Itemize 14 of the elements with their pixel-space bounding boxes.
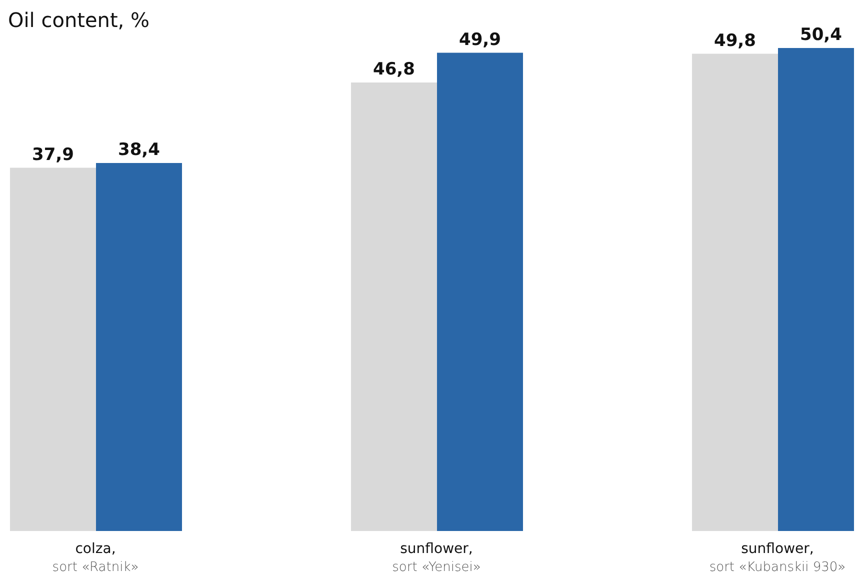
bar bbox=[437, 52, 523, 531]
chart-title: Oil content, % bbox=[8, 8, 150, 32]
x-tick-label: sunflower, sort «Kubanskii 930» bbox=[709, 541, 846, 575]
data-label: 49,8 bbox=[714, 30, 756, 51]
data-label: 37,9 bbox=[32, 144, 74, 165]
bar bbox=[351, 82, 437, 531]
bar bbox=[96, 163, 182, 531]
x-tick-label: sunflower, sort «Yenisei» bbox=[392, 541, 481, 575]
bar bbox=[10, 168, 96, 531]
data-label: 46,8 bbox=[373, 60, 415, 80]
data-label: 38,4 bbox=[118, 140, 160, 160]
data-label: 50,4 bbox=[800, 25, 842, 45]
data-label: 49,9 bbox=[459, 30, 501, 50]
x-tick-label: colza, sort «Ratnik» bbox=[52, 541, 139, 575]
